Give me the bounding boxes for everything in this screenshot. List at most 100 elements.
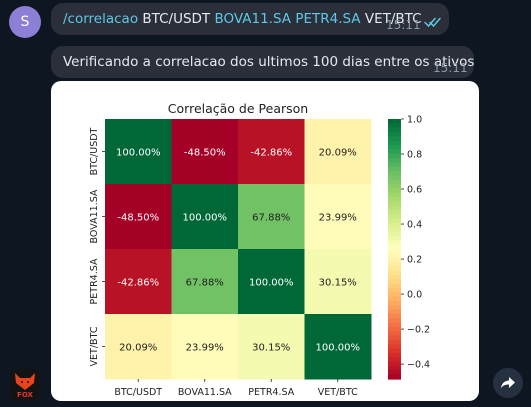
heatmap-cell bbox=[304, 184, 372, 250]
cell-value-label: -48.50% bbox=[117, 213, 159, 224]
correlation-heatmap: Correlação de Pearson 100.00% -48.50% -42.8… bbox=[89, 101, 430, 398]
cell-value-label: 100.00% bbox=[116, 148, 161, 159]
heatmap-cell bbox=[238, 314, 305, 380]
cell-value-label: -48.50% bbox=[184, 148, 226, 159]
colorbar-segment bbox=[388, 288, 401, 293]
colorbar-segment bbox=[388, 223, 401, 228]
colorbar-segment bbox=[388, 353, 401, 358]
message-text: VET/BTC bbox=[360, 11, 422, 27]
colorbar-segment bbox=[388, 149, 401, 155]
x-tick-label: BOVA11.SA bbox=[178, 387, 232, 398]
bot-message-text: Verificando a correlacao dos ultimos 100… bbox=[63, 54, 475, 70]
x-tick-label: PETR4.SA bbox=[248, 387, 294, 398]
colorbar-segment bbox=[388, 218, 401, 224]
cell-value-label: 20.09% bbox=[119, 343, 157, 354]
colorbar-segment bbox=[388, 162, 401, 168]
fox-icon[interactable]: FOX bbox=[10, 369, 40, 401]
colorbar-segment bbox=[388, 279, 401, 285]
colorbar-tick-label: −0.2 bbox=[407, 325, 430, 336]
colorbar-segment bbox=[388, 309, 401, 315]
command-text: /correlacao BTC/USDT BOVA11.SA PETR4.SA … bbox=[63, 11, 422, 27]
ticker-link-petr4[interactable]: PETR4.SA bbox=[295, 11, 361, 27]
colorbar-tick-label: 0.8 bbox=[407, 150, 422, 161]
chart-title: Correlação de Pearson bbox=[168, 101, 308, 116]
colorbar-tick-label: −0.4 bbox=[407, 360, 430, 371]
heatmap-cell bbox=[171, 249, 239, 315]
cell-value-label: 100.00% bbox=[183, 213, 228, 224]
colorbar-segment bbox=[388, 231, 401, 237]
cell-value-label: 67.88% bbox=[186, 278, 224, 289]
sender-avatar[interactable]: S bbox=[9, 6, 41, 38]
heatmap-cell bbox=[105, 314, 172, 380]
colorbar-segment bbox=[388, 266, 401, 272]
cell-value-label: -42.86% bbox=[117, 278, 159, 289]
colorbar-segment bbox=[388, 197, 401, 202]
colorbar-segment bbox=[388, 145, 401, 150]
cell-value-label: 67.88% bbox=[252, 213, 290, 224]
colorbar-segment bbox=[388, 327, 401, 332]
colorbar-segment bbox=[388, 257, 401, 263]
colorbar-segment bbox=[388, 184, 401, 189]
ticker-link-bova11[interactable]: BOVA11.SA bbox=[214, 11, 292, 27]
heatmap-cell bbox=[304, 249, 372, 315]
colorbar-segment bbox=[388, 275, 401, 280]
command-link[interactable]: /correlacao bbox=[63, 11, 139, 27]
colorbar-tick-label: 1.0 bbox=[407, 115, 422, 126]
colorbar-segment bbox=[388, 374, 401, 380]
colorbar-segment bbox=[388, 123, 401, 129]
colorbar-segment bbox=[388, 370, 401, 376]
chart-image-message[interactable]: Correlação de Pearson 100.00% -48.50% -42.8… bbox=[51, 81, 479, 401]
colorbar-segment bbox=[388, 270, 401, 276]
heatmap-cell bbox=[105, 184, 172, 250]
heatmap-cell bbox=[304, 119, 372, 185]
message-text: BTC/USDT bbox=[138, 11, 215, 27]
y-tick-label: BTC/USDT bbox=[89, 127, 100, 175]
cell-value-label: 30.15% bbox=[252, 343, 290, 354]
command-message: /correlacao BTC/USDT BOVA11.SA PETR4.SA … bbox=[51, 3, 449, 35]
colorbar-segment bbox=[388, 331, 401, 337]
colorbar-tick-label: 0.2 bbox=[407, 255, 422, 266]
x-tick-label: VET/BTC bbox=[318, 387, 358, 398]
colorbar-segment bbox=[388, 240, 401, 246]
heatmap-cell bbox=[304, 314, 372, 380]
colorbar-segment bbox=[388, 301, 401, 306]
colorbar-segment bbox=[388, 179, 401, 185]
bot-message: Verificando a correlacao dos ultimos 100… bbox=[51, 46, 474, 78]
colorbar-tick-label: 0.0 bbox=[407, 290, 422, 301]
colorbar-segment bbox=[388, 140, 401, 146]
colorbar-segment bbox=[388, 175, 401, 181]
colorbar-segment bbox=[388, 214, 401, 220]
cell-value-label: 23.99% bbox=[186, 343, 224, 354]
colorbar-segment bbox=[388, 119, 401, 124]
y-tick-label: BOVA11.SA bbox=[89, 189, 100, 243]
colorbar-segment bbox=[388, 361, 401, 367]
heatmap-cell bbox=[238, 119, 305, 185]
double-check-icon bbox=[424, 16, 442, 32]
bot-avatar-label: FOX bbox=[17, 391, 33, 399]
colorbar-segment bbox=[388, 314, 401, 319]
colorbar-segment bbox=[388, 357, 401, 363]
colorbar-segment bbox=[388, 340, 401, 345]
colorbar-segment bbox=[388, 158, 401, 163]
colorbar-segment bbox=[388, 366, 401, 371]
heatmap-cell bbox=[105, 249, 172, 315]
heatmap-cell bbox=[171, 184, 239, 250]
cell-value-label: 100.00% bbox=[316, 343, 361, 354]
colorbar-segment bbox=[388, 127, 401, 133]
colorbar-segment bbox=[388, 335, 401, 341]
colorbar-segment bbox=[388, 262, 401, 267]
colorbar-segment bbox=[388, 344, 401, 350]
heatmap-cell bbox=[171, 119, 239, 185]
share-arrow-icon[interactable] bbox=[493, 368, 523, 398]
colorbar-segment bbox=[388, 244, 401, 250]
colorbar-tick-label: 0.6 bbox=[407, 185, 422, 196]
colorbar-segment bbox=[388, 166, 401, 172]
colorbar-segment bbox=[388, 227, 401, 233]
colorbar-segment bbox=[388, 236, 401, 241]
heatmap-cell bbox=[105, 119, 172, 185]
message-time: 15:11 bbox=[433, 61, 468, 75]
colorbar-tick-label: 0.4 bbox=[407, 220, 422, 231]
cell-value-label: -42.86% bbox=[250, 148, 292, 159]
cell-value-label: 23.99% bbox=[319, 213, 357, 224]
message-time: 15:11 bbox=[386, 18, 421, 32]
